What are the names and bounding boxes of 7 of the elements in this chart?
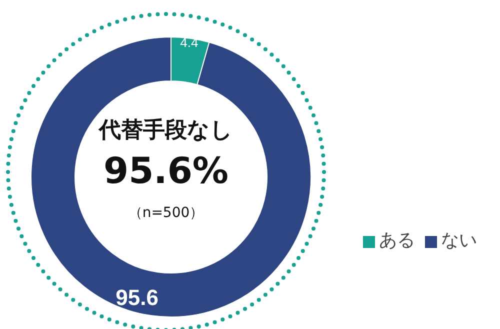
legend-label: ある (379, 230, 415, 251)
text: 代替手段なし (97, 118, 234, 144)
donut-slice (30, 36, 312, 318)
data-label: 95.6 (116, 285, 158, 310)
legend-label: ない (441, 230, 477, 251)
text: （n=500） (127, 205, 205, 222)
text: 95.6% (102, 150, 230, 194)
